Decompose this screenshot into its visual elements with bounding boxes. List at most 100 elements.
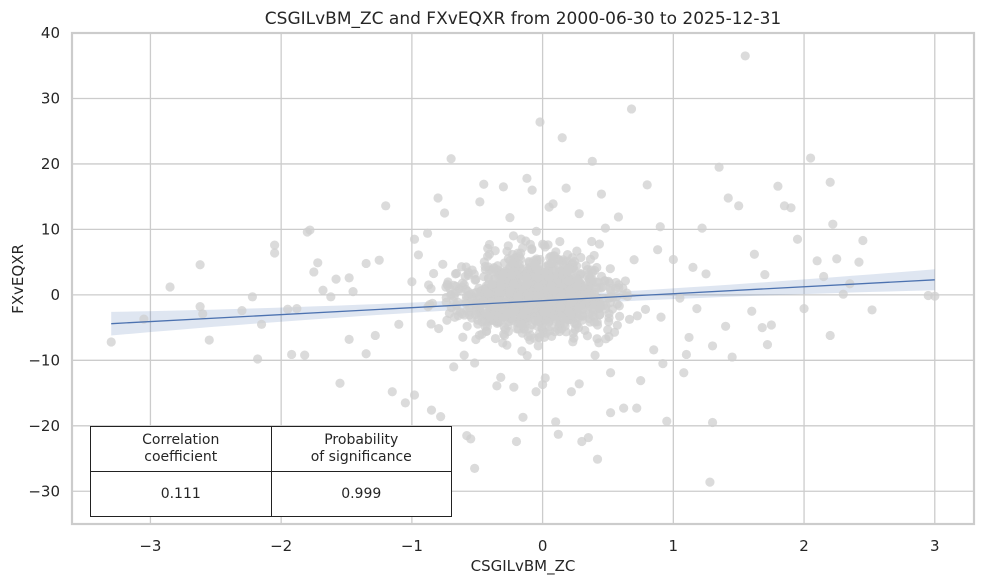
- scatter-point-102: [825, 177, 835, 187]
- scatter-point: [572, 281, 582, 291]
- scatter-point-107: [854, 257, 864, 267]
- scatter-point-53: [527, 185, 537, 195]
- y-tick-label: −10: [28, 351, 60, 369]
- scatter-point-26: [381, 201, 391, 211]
- scatter-point: [508, 231, 519, 241]
- scatter-point-17: [305, 225, 315, 235]
- scatter-point-121: [684, 332, 694, 343]
- scatter-point: [533, 273, 543, 283]
- scatter-point: [570, 324, 580, 335]
- scatter-point: [517, 320, 527, 330]
- x-tick-label: 2: [799, 537, 809, 555]
- scatter-point-91: [747, 306, 757, 316]
- scatter-point: [499, 322, 510, 332]
- plot-frame: [70, 31, 976, 526]
- scatter-point: [450, 288, 460, 298]
- scatter-point-123: [658, 359, 668, 369]
- scatter-point-43: [470, 463, 480, 473]
- scatter-point-2: [165, 282, 175, 292]
- scatter-point-7: [247, 292, 257, 302]
- scatter-point-42: [466, 434, 476, 444]
- table-value-correlation: 0.111: [90, 471, 272, 517]
- scatter-point-99: [805, 153, 816, 163]
- scatter-point: [426, 319, 436, 329]
- scatter-point: [541, 328, 551, 338]
- scatter-point: [604, 332, 614, 342]
- scatter-point: [507, 257, 518, 268]
- scatter-point-101: [819, 271, 829, 282]
- scatter-point: [534, 329, 544, 339]
- scatter-point: [590, 350, 600, 360]
- scatter-point: [499, 258, 510, 268]
- scatter-point-122: [679, 368, 689, 378]
- scatter-point: [467, 295, 478, 305]
- scatter-point-111: [930, 291, 940, 301]
- scatter-point-67: [587, 156, 597, 166]
- scatter-point-83: [692, 304, 702, 314]
- scatter-point: [477, 300, 487, 310]
- scatter-point-73: [619, 403, 629, 413]
- scatter-point-19: [313, 258, 323, 268]
- scatter-point-52: [522, 173, 532, 183]
- scatter-point: [605, 264, 615, 274]
- scatter-point: [462, 306, 472, 316]
- scatter-point-126: [361, 349, 371, 359]
- scatter-point-47: [492, 381, 502, 391]
- scatter-point-98: [799, 304, 809, 314]
- scatter-point-4: [204, 335, 214, 345]
- scatter-point: [640, 304, 651, 314]
- scatter-point-94: [773, 181, 783, 191]
- scatter-point: [479, 272, 489, 282]
- scatter-point-20: [326, 292, 336, 302]
- scatter-point: [533, 341, 543, 351]
- scatter-point-25: [374, 255, 384, 265]
- scatter-point: [516, 248, 526, 258]
- scatter-point: [615, 311, 625, 321]
- plot-border: [70, 31, 976, 526]
- scatter-point-133: [449, 362, 459, 372]
- scatter-point-66: [583, 432, 593, 443]
- scatter-point: [566, 289, 577, 299]
- scatter-point-125: [636, 376, 646, 386]
- scatter-point: [462, 321, 472, 331]
- scatter-point-108: [858, 235, 868, 246]
- scatter-point-15: [300, 350, 310, 360]
- scatter-point: [553, 254, 564, 265]
- scatter-point: [568, 337, 578, 347]
- scatter-point-21: [335, 378, 345, 388]
- scatter-point-31: [409, 234, 420, 244]
- scatter-point: [564, 307, 574, 317]
- scatter-point-44: [475, 197, 485, 207]
- scatter-point-86: [707, 417, 718, 428]
- scatter-point: [524, 291, 534, 301]
- scatter-point: [487, 279, 497, 289]
- scatter-point: [569, 257, 580, 267]
- scatter-point-78: [655, 222, 665, 232]
- scatter-point: [530, 259, 540, 269]
- scatter-point: [624, 314, 635, 324]
- scatter-point-136: [509, 382, 519, 392]
- scatter-point: [512, 292, 523, 302]
- scatter-point: [600, 276, 610, 286]
- scatter-point-90: [740, 51, 750, 61]
- scatter-point: [498, 338, 508, 348]
- scatter-point: [521, 273, 532, 283]
- table-header-correlation: Correlation coefficient: [90, 426, 272, 472]
- x-tick-label: −2: [270, 537, 292, 555]
- scatter-point-68: [592, 454, 603, 464]
- scatter-point: [428, 268, 439, 279]
- scatter-point: [434, 323, 444, 334]
- scatter-point: [458, 332, 468, 342]
- scatter-point-139: [605, 368, 616, 378]
- scatter-point-18: [309, 267, 319, 277]
- scatter-point: [614, 283, 624, 293]
- scatter-point: [516, 234, 526, 244]
- scatter-point-124: [653, 245, 663, 255]
- scatter-point-30: [407, 277, 417, 287]
- table-header-probability: Probability of significance: [270, 426, 452, 472]
- y-tick-label: 40: [41, 24, 60, 42]
- scatter-point: [656, 312, 666, 322]
- scatter-point-82: [681, 349, 692, 360]
- scatter-point: [489, 302, 499, 312]
- scatter-point: [539, 306, 549, 317]
